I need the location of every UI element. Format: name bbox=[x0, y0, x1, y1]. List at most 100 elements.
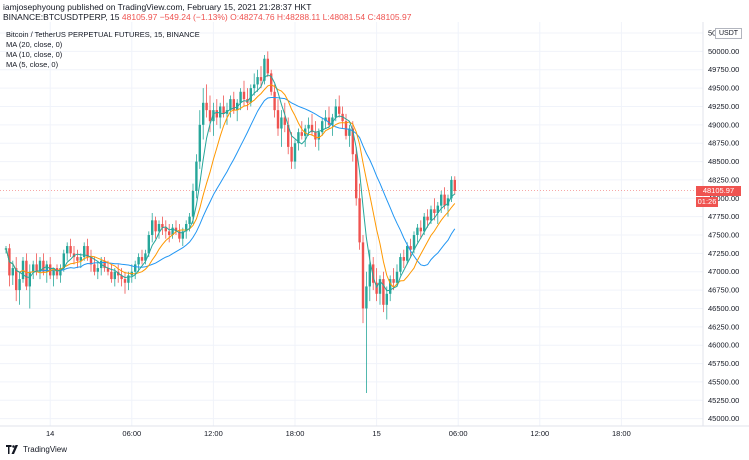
candle-up bbox=[59, 268, 62, 276]
candle-down bbox=[123, 279, 127, 283]
candle-up bbox=[436, 205, 439, 213]
candle-up bbox=[317, 132, 320, 140]
ohlc-values: 48105.97 −549.24 (−1.13%) O:48274.76 H:4… bbox=[121, 12, 412, 22]
candle-down bbox=[164, 227, 167, 232]
candle-down bbox=[25, 260, 28, 287]
candle-down bbox=[93, 264, 96, 272]
y-tick-label: 45500.00 bbox=[708, 377, 739, 386]
candle-up bbox=[137, 257, 140, 265]
legend-ma10[interactable]: MA (10, close, 0) bbox=[6, 50, 63, 59]
tradingview-brand: TradingView bbox=[23, 445, 68, 454]
y-tick-label: 49500.00 bbox=[708, 84, 739, 93]
candle-down bbox=[276, 110, 280, 129]
candle-down bbox=[273, 91, 276, 111]
candle-down bbox=[300, 132, 303, 136]
candle-down bbox=[232, 99, 235, 111]
candle-up bbox=[181, 231, 184, 239]
candle-up bbox=[385, 293, 388, 305]
candle-up bbox=[79, 257, 82, 261]
candle-down bbox=[76, 257, 79, 261]
candle-up bbox=[239, 91, 242, 103]
candle-down bbox=[327, 117, 331, 125]
candle-up bbox=[446, 198, 450, 206]
currency-badge[interactable]: USDT bbox=[715, 28, 743, 39]
tradingview-footer[interactable]: TradingView bbox=[6, 445, 67, 454]
candle-down bbox=[341, 113, 344, 122]
y-tick-label: 48000.00 bbox=[708, 194, 739, 203]
x-tick-label: 15 bbox=[372, 429, 380, 438]
candle-up bbox=[263, 58, 266, 81]
y-tick-label: 49250.00 bbox=[708, 102, 739, 111]
candle-down bbox=[351, 128, 354, 155]
candle-down bbox=[402, 257, 405, 261]
candle-down bbox=[86, 246, 89, 258]
candle-up bbox=[416, 227, 419, 236]
candle-down bbox=[409, 246, 412, 250]
publisher-line: iamjosephyoung published on TradingView.… bbox=[3, 2, 312, 12]
candle-down bbox=[222, 106, 225, 114]
candle-down bbox=[168, 231, 171, 236]
candle-down bbox=[433, 209, 436, 213]
candle-up bbox=[297, 132, 300, 144]
candle-down bbox=[35, 264, 38, 272]
candle-up bbox=[157, 224, 161, 232]
candles bbox=[4, 51, 456, 393]
x-tick-label: 06:00 bbox=[122, 429, 141, 438]
candle-up bbox=[423, 216, 426, 232]
candle-up bbox=[18, 279, 21, 291]
x-tick-label: 18:00 bbox=[612, 429, 631, 438]
candle-down bbox=[103, 260, 106, 269]
ma20-line bbox=[5, 97, 456, 274]
candle-up bbox=[253, 84, 256, 89]
candle-up bbox=[229, 99, 232, 111]
candle-down bbox=[382, 279, 385, 305]
candle-up bbox=[171, 227, 174, 236]
y-tick-label: 45000.00 bbox=[708, 414, 739, 423]
x-tick-label: 18:00 bbox=[286, 429, 305, 438]
candle-up bbox=[66, 246, 69, 254]
candle-down bbox=[270, 73, 273, 92]
candle-up bbox=[45, 264, 48, 272]
candle-up bbox=[321, 121, 324, 133]
candle-down bbox=[69, 246, 72, 254]
candle-up bbox=[440, 194, 443, 206]
candle-down bbox=[287, 124, 290, 147]
candle-up bbox=[429, 209, 433, 221]
candle-down bbox=[140, 257, 144, 261]
candle-up bbox=[195, 161, 198, 191]
candle-up bbox=[188, 216, 191, 224]
candle-down bbox=[338, 106, 341, 114]
y-tick-label: 46500.00 bbox=[708, 304, 739, 313]
legend-ma5[interactable]: MA (5, close, 0) bbox=[6, 60, 59, 69]
ma5-line bbox=[5, 74, 456, 292]
x-axis: 14 06:00 12:00 18:00 15 06:00 12:00 18:00 bbox=[46, 429, 631, 438]
candle-down bbox=[355, 154, 358, 199]
y-tick-label: 48500.00 bbox=[708, 157, 739, 166]
legend-ma20[interactable]: MA (20, close, 0) bbox=[6, 40, 63, 49]
candle-up bbox=[32, 264, 35, 272]
candle-up bbox=[83, 246, 86, 258]
candle-up bbox=[324, 117, 327, 122]
candle-down bbox=[178, 231, 181, 239]
candle-up bbox=[191, 190, 195, 217]
y-tick-label: 49000.00 bbox=[708, 120, 739, 129]
candle-up bbox=[399, 257, 402, 272]
y-tick-label: 48750.00 bbox=[708, 139, 739, 148]
candle-up bbox=[212, 110, 215, 122]
candle-down bbox=[120, 275, 123, 280]
grid-lines bbox=[0, 22, 703, 426]
candle-down bbox=[375, 282, 378, 294]
candle-up bbox=[52, 268, 55, 276]
y-tick-label: 47750.00 bbox=[708, 212, 739, 221]
y-tick-label: 46750.00 bbox=[708, 286, 739, 295]
candle-down bbox=[89, 257, 93, 265]
candle-up bbox=[62, 253, 65, 269]
candle-up bbox=[406, 246, 409, 261]
candle-down bbox=[42, 260, 45, 272]
candle-up bbox=[96, 268, 99, 272]
y-axis: 45000.00 45250.00 45500.00 45750.00 46000.00… bbox=[708, 29, 739, 424]
candle-down bbox=[310, 124, 314, 133]
candle-down bbox=[208, 110, 212, 122]
x-tick-label: 14 bbox=[46, 429, 54, 438]
